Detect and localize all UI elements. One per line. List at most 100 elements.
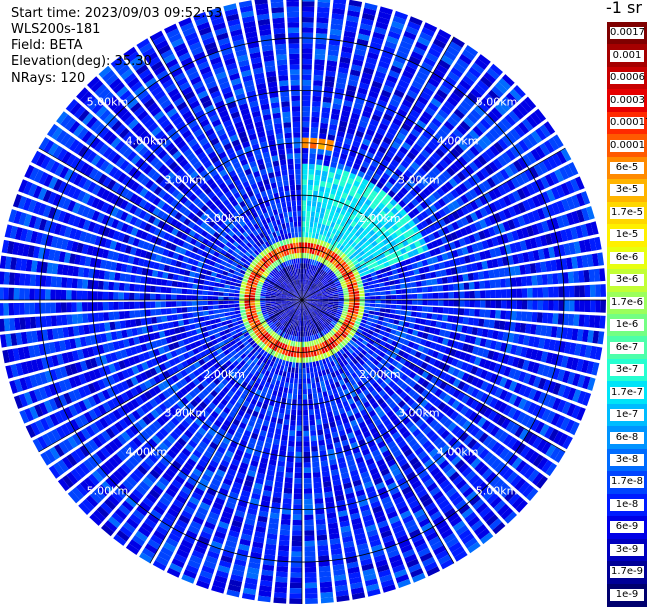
ppi-cell (586, 254, 594, 267)
ppi-cell (375, 291, 381, 296)
ppi-cell (346, 15, 359, 23)
ppi-cell (560, 182, 570, 196)
ppi-cell (507, 437, 518, 449)
ppi-cell (276, 375, 282, 381)
ppi-cell (520, 276, 527, 287)
ppi-cell (357, 87, 368, 95)
ppi-cell (456, 219, 464, 228)
ppi-cell (289, 593, 302, 599)
ppi-cell (486, 177, 496, 188)
ppi-cell (361, 253, 368, 260)
ppi-cell (479, 251, 487, 260)
ppi-cell (545, 462, 557, 477)
ppi-cell (552, 397, 562, 411)
ppi-cell (308, 174, 314, 180)
ppi-cell (329, 124, 338, 131)
ppi-cell (303, 409, 308, 416)
ppi-cell (352, 140, 361, 148)
ppi-cell (374, 132, 384, 141)
ppi-cells (0, 0, 606, 604)
ppi-cell (413, 185, 422, 194)
ppi-cell (302, 74, 312, 81)
ppi-cell (537, 392, 547, 405)
ppi-cell (483, 270, 490, 279)
ppi-cell (555, 184, 566, 198)
ppi-cell (355, 277, 362, 282)
ppi-cell (328, 263, 334, 269)
ppi-cell (385, 327, 392, 333)
ppi-cell (406, 305, 412, 311)
ppi-cell (275, 380, 281, 387)
ppi-cell (576, 329, 584, 342)
ppi-cell (450, 163, 460, 173)
ppi-cell (424, 355, 432, 363)
ppi-cell (541, 220, 550, 233)
ppi-cell (442, 314, 448, 322)
ppi-cell (401, 300, 407, 305)
ppi-cell (320, 591, 334, 599)
ppi-cell (393, 89, 405, 99)
ppi-cell (359, 23, 373, 31)
ppi-cell (392, 15, 407, 25)
ppi-cell (472, 125, 484, 137)
ppi-cell (594, 346, 603, 361)
ppi-cell (313, 69, 324, 76)
ppi-cell (320, 175, 327, 182)
ppi-cell (538, 337, 546, 349)
ppi-cell (522, 359, 530, 371)
ppi-cell (437, 285, 444, 292)
ppi-cell (305, 346, 308, 353)
ppi-cell (469, 336, 477, 345)
ppi-cell (296, 430, 302, 437)
ppi-cell (389, 313, 396, 319)
ppi-cell (323, 230, 328, 237)
ppi-cell (302, 132, 309, 138)
ppi-cell (519, 323, 527, 333)
ppi-cell (311, 356, 316, 362)
ppi-cell (303, 457, 311, 463)
ppi-cell (534, 108, 547, 122)
ppi-cell (313, 286, 319, 290)
ppi-cell (507, 407, 517, 419)
ppi-cell (391, 340, 398, 347)
ppi-cell (323, 428, 331, 435)
ppi-cell (315, 33, 328, 40)
ppi-cell (494, 279, 501, 288)
ppi-cell (331, 205, 337, 212)
ppi-cell (319, 186, 325, 193)
ppi-cell (308, 237, 312, 243)
ppi-cell (302, 362, 306, 369)
ppi-cell (375, 300, 381, 304)
ppi-cell (328, 280, 334, 284)
ppi-cell (401, 35, 415, 46)
ppi-cell (539, 423, 550, 437)
ppi-cell (304, 577, 317, 583)
ppi-cell (336, 287, 343, 291)
ppi-cell (317, 539, 328, 546)
ppi-cell (325, 70, 336, 77)
ppi-cell (380, 300, 386, 304)
ppi-cell (302, 148, 309, 154)
ppi-cell (414, 254, 422, 262)
ppi-cell (585, 222, 594, 236)
ppi-cell (372, 341, 380, 348)
ppi-cell (273, 486, 283, 493)
ppi-cell (460, 205, 470, 215)
ppi-cell (496, 257, 504, 267)
ppi-cell (338, 251, 344, 257)
ppi-cell (474, 197, 484, 208)
ppi-cell (465, 149, 476, 160)
ppi-cell (293, 388, 298, 395)
ppi-cell (389, 25, 403, 35)
ppi-cell (330, 321, 336, 326)
ppi-cell (419, 134, 429, 144)
ppi-cell (313, 222, 318, 229)
ppi-cell (392, 367, 400, 375)
ppi-cell (327, 237, 333, 244)
ppi-cell (411, 287, 418, 294)
ppi-cell (375, 269, 382, 275)
ppi-cell (364, 303, 370, 307)
ppi-cell (442, 307, 449, 314)
ppi-cell (508, 163, 519, 175)
ppi-cell (485, 290, 491, 299)
